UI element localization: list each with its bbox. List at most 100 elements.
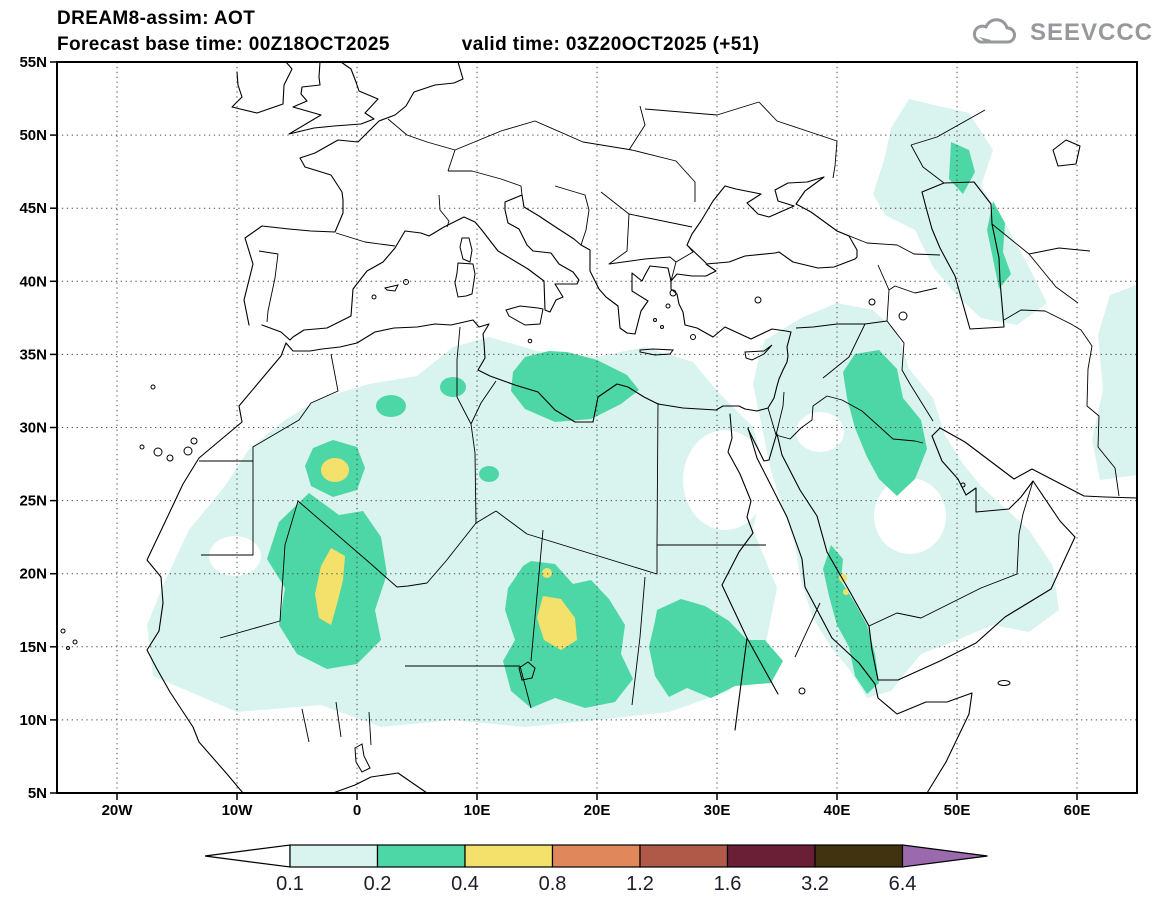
island: [997, 680, 1011, 686]
lat-axis-label: 10N: [19, 712, 47, 729]
lat-axis-label: 40N: [19, 273, 47, 290]
aot-region: [511, 351, 639, 422]
aot-region: [376, 395, 406, 417]
island: [190, 437, 198, 445]
lon-axis-label: 50E: [944, 802, 971, 819]
aot-region: [537, 596, 577, 650]
lake-chad: [518, 661, 536, 681]
colorbar-segment: [464, 844, 554, 868]
island: [403, 279, 409, 285]
colorbar-label: 0.8: [539, 873, 567, 895]
island: [66, 646, 70, 650]
aot-region: [873, 99, 1047, 325]
lon-axis-label: 10E: [464, 802, 491, 819]
lon-axis-label: 20W: [102, 802, 134, 819]
island: [653, 318, 657, 322]
island: [960, 482, 966, 488]
island: [60, 628, 66, 634]
colorbar-label: 6.4: [889, 873, 917, 895]
aot-region: [987, 201, 1011, 289]
lat-axis-label: 45N: [19, 200, 47, 217]
island: [744, 344, 773, 361]
lat-axis-label: 15N: [19, 639, 47, 656]
aot-region: [649, 599, 783, 698]
island: [660, 325, 664, 329]
cloud-arrow: [978, 37, 991, 43]
coastlines: [60, 61, 1138, 794]
lon-axis-label: 10W: [222, 802, 254, 819]
colorbar-segment: [551, 844, 641, 868]
lat-axis-label: 25N: [19, 493, 47, 510]
colorbar-under-arrow: [204, 844, 291, 868]
aot-region: [542, 568, 552, 578]
lon-axis-label: 40E: [824, 802, 851, 819]
aot-hole: [874, 478, 946, 554]
valid-time: valid time: 03Z20OCT2025 (+51): [461, 34, 760, 55]
aot-region: [321, 458, 349, 482]
colorbar-label: 0.2: [364, 873, 392, 895]
aot-region: [843, 589, 849, 595]
lat-axis-label: 30N: [19, 420, 47, 437]
aot-region: [479, 466, 499, 482]
caspian-sea: [921, 181, 1005, 330]
island: [669, 289, 677, 297]
seevccc-logo-text: SEEVCCC: [1029, 19, 1153, 46]
island: [665, 303, 671, 309]
aot-hole: [683, 430, 767, 530]
colorbar-segment: [639, 844, 729, 868]
grid-lines: [57, 62, 1137, 793]
aot-region: [843, 350, 927, 496]
colorbar-segment: [814, 844, 904, 868]
island: [384, 284, 399, 292]
coastline-path: [332, 772, 428, 794]
island: [150, 384, 156, 390]
aot-hole: [209, 536, 261, 576]
aot-hole: [796, 412, 844, 452]
axes: 55N 50N 45N 40N 35N 30N 25N 20N 15N 10N 5N 20W 10W 0 1…: [19, 54, 1090, 819]
island: [527, 338, 533, 344]
island: [505, 305, 544, 326]
lake-urmia: [898, 311, 908, 321]
coastline-path: [146, 176, 858, 794]
aot-region: [315, 548, 345, 625]
island: [72, 639, 78, 645]
island: [690, 334, 696, 340]
colorbar-label: 0.1: [276, 873, 304, 895]
coastline-path: [747, 427, 1138, 681]
lon-axis-label: 0: [353, 802, 361, 819]
colorbar-label: 3.2: [801, 873, 829, 895]
nile-river: [721, 413, 754, 731]
coastline-path: [747, 427, 973, 794]
island: [454, 262, 476, 298]
forecast-base-time: Forecast base time: 00Z18OCT2025: [57, 34, 390, 55]
colorbar-label: 1.2: [626, 873, 654, 895]
seevccc-cloud-icon: [972, 18, 1016, 44]
island: [371, 294, 377, 300]
island: [166, 454, 174, 462]
colorbar-label: 0.4: [451, 873, 479, 895]
seevccc-logo: SEEVCCC: [971, 16, 1153, 50]
lake-van: [868, 298, 876, 306]
plot-header: DREAM8-assim: AOT Forecast base time: 00…: [57, 8, 759, 56]
aral-sea: [1052, 139, 1081, 167]
colorbar-segment: [289, 844, 379, 868]
island: [183, 446, 193, 456]
lon-axis-label: 60E: [1064, 802, 1091, 819]
lat-axis-label: 55N: [19, 54, 47, 71]
coastline-path: [288, 61, 379, 135]
plot-subtitle: Forecast base time: 00Z18OCT2025 valid t…: [57, 34, 759, 56]
aot-region: [440, 377, 466, 397]
aot-fill-heavy: [315, 458, 849, 650]
lake-tuz: [754, 296, 762, 304]
colorbar-segment: [726, 844, 816, 868]
lon-axis-label: 20E: [584, 802, 611, 819]
island: [459, 237, 473, 263]
lake-volta: [354, 743, 371, 773]
coastline-path: [243, 61, 464, 326]
country-borders: [199, 101, 1120, 746]
island: [153, 447, 163, 457]
lat-axis-label: 35N: [19, 346, 47, 363]
aot-region: [1092, 285, 1137, 480]
